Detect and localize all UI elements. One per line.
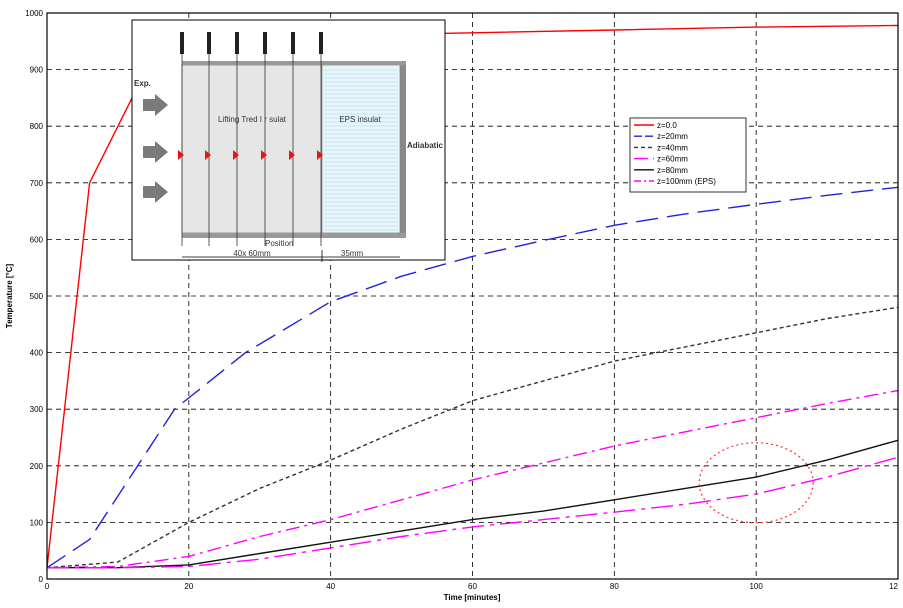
legend-box — [629, 117, 747, 193]
probe-label-block — [319, 32, 323, 54]
x-axis-label: Time [minutes] — [444, 593, 501, 602]
probe-label-block — [207, 32, 211, 54]
x-tick-label: 0 — [45, 582, 50, 591]
inset-concrete-block — [181, 64, 323, 234]
y-tick-label: 600 — [30, 235, 44, 244]
legend-label: z=100mm (EPS) — [657, 177, 716, 186]
inset-eps-block — [321, 64, 401, 234]
y-tick-label: 1000 — [25, 9, 43, 18]
probe-label-block — [291, 32, 295, 54]
x-tick-label: 100 — [749, 582, 763, 591]
series-line-5 — [47, 456, 899, 569]
inset-label-exposure: Exp. — [134, 79, 151, 88]
y-tick-label: 200 — [30, 462, 44, 471]
legend-label: z=60mm — [657, 155, 688, 164]
probe-label-block — [180, 32, 184, 54]
legend-label: z=80mm — [657, 166, 688, 175]
x-tick-label: 12 — [889, 582, 898, 591]
y-tick-label: 500 — [30, 292, 44, 301]
inset-dim-position: Position — [265, 239, 293, 248]
x-tick-label: 60 — [468, 582, 477, 591]
legend-label: z=40mm — [657, 143, 688, 152]
y-tick-label: 900 — [30, 66, 44, 75]
inset-adiabatic-wall — [400, 65, 406, 233]
legend-label: z=0.0 — [657, 121, 677, 130]
probe-marker — [205, 150, 211, 160]
plot-frame — [46, 12, 899, 580]
inset-label-eps: EPS insulat — [339, 115, 381, 124]
inset-dim-right: 35mm — [341, 249, 364, 258]
inset-top-wall — [182, 61, 406, 65]
series-line-1 — [46, 186, 899, 569]
annotation-ellipse — [698, 442, 814, 524]
x-tick-label: 80 — [610, 582, 619, 591]
probe-marker — [178, 150, 184, 160]
series-line-4 — [47, 439, 899, 569]
legend-label: z=20mm — [657, 132, 688, 141]
annotation-layer — [698, 442, 814, 524]
y-tick-label: 0 — [39, 575, 44, 584]
grid-lines — [47, 13, 898, 579]
y-axis-label: Temperature [°C] — [5, 263, 14, 328]
y-tick-label: 300 — [30, 405, 44, 414]
y-tick-label: 400 — [30, 349, 44, 358]
series-layer — [46, 24, 899, 569]
probe-label-block — [235, 32, 239, 54]
inset-dim-left: 40x 60mm — [233, 249, 271, 258]
series-line-3 — [46, 389, 899, 569]
probe-marker — [233, 150, 239, 160]
x-tick-label: 40 — [326, 582, 335, 591]
inset-exposure-arrows — [143, 94, 168, 203]
inset-eps-hatch — [324, 69, 398, 231]
x-tick-labels: 0 20 40 60 80 100 12 — [45, 582, 899, 591]
y-tick-label: 700 — [30, 179, 44, 188]
probe-marker — [289, 150, 295, 160]
inset-probes — [178, 32, 323, 246]
inset-label-adiabatic: Adiabatic — [407, 141, 444, 150]
probe-marker — [317, 150, 323, 160]
exposure-arrow — [143, 94, 168, 116]
x-tick-label: 20 — [184, 582, 193, 591]
exposure-arrow — [143, 181, 168, 203]
y-tick-label: 100 — [30, 518, 44, 527]
inset-bottom-wall — [182, 233, 406, 238]
inset-diagram: Exp. Lifting Tred I r sulat EPS insulat … — [131, 19, 446, 262]
y-tick-label: 800 — [30, 122, 44, 131]
legend: z=0.0 z=20mm z=40mm z=60mm z=80mm z=100mm (EP… — [629, 117, 747, 193]
exposure-arrow — [143, 141, 168, 163]
inset-label-concrete: Lifting Tred I r sulat — [218, 115, 287, 124]
probe-label-block — [263, 32, 267, 54]
probe-marker — [261, 150, 267, 160]
y-tick-labels: 0 100 200 300 400 500 600 700 800 900 1000 — [25, 9, 43, 584]
